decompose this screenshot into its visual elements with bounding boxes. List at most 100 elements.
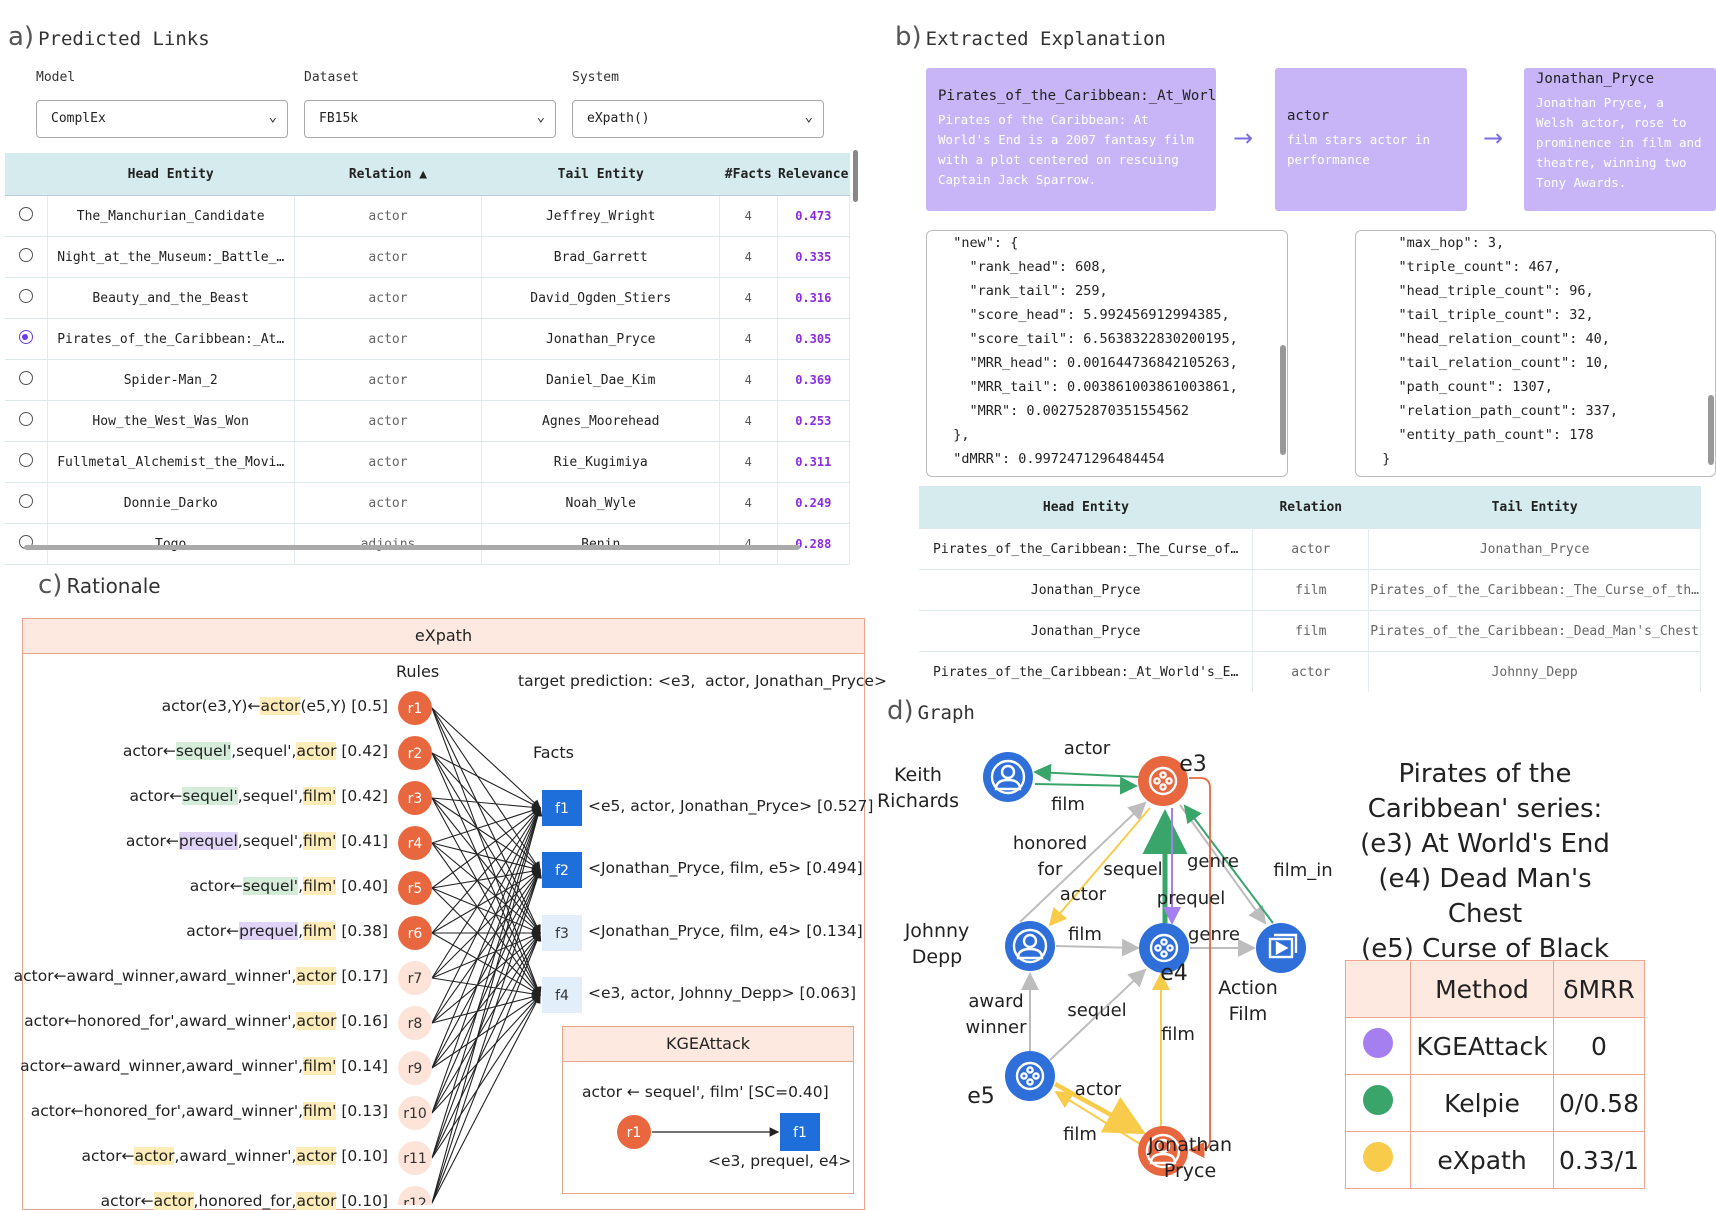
radio-button[interactable] bbox=[18, 289, 33, 303]
rule-node[interactable] bbox=[398, 691, 432, 725]
rule-text-part: [0.42] bbox=[336, 742, 388, 760]
table-row[interactable]: Night_at_the_Museum:_Battle_… actor Brad_G… bbox=[5, 236, 850, 278]
radio-button[interactable] bbox=[18, 248, 33, 262]
fact-text: <e5, actor, Jonathan_Pryce> [0.527] bbox=[588, 797, 874, 815]
table-row[interactable]: Jonathan_Pryce film Pirates_of_the_Caribbe… bbox=[919, 610, 1701, 652]
row-select-radio[interactable] bbox=[5, 482, 48, 524]
radio-button[interactable] bbox=[18, 453, 33, 467]
dataset-select[interactable]: FB15k ⌄ bbox=[304, 100, 556, 138]
radio-button[interactable] bbox=[18, 494, 33, 508]
table-row[interactable]: Pirates_of_the_Caribbean:_At… actor Jonath… bbox=[5, 318, 850, 360]
radio-button[interactable] bbox=[18, 330, 33, 344]
graph-node-e5[interactable] bbox=[1005, 1051, 1055, 1101]
radio-button[interactable] bbox=[18, 207, 33, 221]
row-select-radio[interactable] bbox=[5, 195, 48, 237]
rule-fact-edge bbox=[431, 807, 541, 1024]
rule-node[interactable] bbox=[398, 1096, 432, 1130]
col-relevance[interactable]: Relevance bbox=[777, 153, 850, 196]
head-entity-cell: Togo bbox=[47, 523, 295, 565]
radio-button[interactable] bbox=[18, 371, 33, 385]
radio-button[interactable] bbox=[18, 412, 33, 426]
row-select-radio[interactable] bbox=[5, 359, 48, 401]
col-facts[interactable]: #Facts bbox=[719, 153, 777, 196]
rationale-graph: r1 r2 r3 r4 r5 r6 r7 r8 r9 r10 r11 r12 f1 f2 f3 f4 r1 f1 bbox=[398, 691, 820, 1205]
col-head-entity[interactable]: Head Entity bbox=[47, 153, 295, 196]
table-row[interactable]: Donnie_Darko actor Noah_Wyle 4 0.249 bbox=[5, 482, 850, 524]
row-select-radio[interactable] bbox=[5, 400, 48, 442]
row-select-radio[interactable] bbox=[5, 277, 48, 319]
rule-fact-edge bbox=[431, 707, 541, 809]
film-reel-icon bbox=[1148, 766, 1178, 796]
table-row[interactable]: Spider-Man_2 actor Daniel_Dae_Kim 4 0.369 bbox=[5, 359, 850, 401]
graph-node-jonathan[interactable] bbox=[1138, 1126, 1188, 1176]
rule-id: r6 bbox=[408, 926, 423, 942]
table-row[interactable]: The_Manchurian_Candidate actor Jeffrey_Wri… bbox=[5, 195, 850, 237]
json-line: "head_relation_count": 40, bbox=[1366, 331, 1610, 347]
tail-entity-cell: Brad_Garrett bbox=[481, 236, 721, 278]
rule-text-part: actor bbox=[134, 1147, 175, 1165]
graph-node-action[interactable] bbox=[1256, 923, 1306, 973]
kge-rule-node[interactable] bbox=[617, 1115, 651, 1149]
rule-fact-edge bbox=[431, 994, 541, 1159]
row-select-radio[interactable] bbox=[5, 318, 48, 360]
graph-node-johnny[interactable] bbox=[1005, 921, 1055, 971]
graph-edge bbox=[1054, 1090, 1141, 1145]
json-output-left[interactable]: "new": { "rank_head": 608, "rank_tail": … bbox=[926, 230, 1288, 477]
rule-node[interactable] bbox=[398, 1051, 432, 1085]
table-row[interactable]: Fullmetal_Alchemist_the_Movi… actor Rie_Ku… bbox=[5, 441, 850, 483]
row-select-radio[interactable] bbox=[5, 236, 48, 278]
json-line: "head_triple_count": 96, bbox=[1366, 283, 1594, 299]
rule-node[interactable] bbox=[398, 1141, 432, 1175]
rule-node[interactable] bbox=[398, 1006, 432, 1040]
rule-fact-edge bbox=[431, 752, 541, 809]
rule-node[interactable] bbox=[398, 916, 432, 950]
col-relation[interactable]: Relation ▲ bbox=[294, 153, 482, 196]
graph-node-e4[interactable] bbox=[1139, 923, 1189, 973]
fact-node[interactable] bbox=[542, 852, 582, 888]
col-tail-entity[interactable]: Tail Entity bbox=[481, 153, 720, 196]
system-select[interactable]: eXpath() ⌄ bbox=[572, 100, 824, 138]
kge-fact-node[interactable] bbox=[780, 1113, 820, 1151]
rule-text: actor←prequel,sequel',film' [0.41] bbox=[126, 832, 388, 850]
person-icon bbox=[1145, 1133, 1181, 1169]
table-row[interactable]: Pirates_of_the_Caribbean:_The_Curse_of… a… bbox=[919, 528, 1701, 570]
vertical-scrollbar[interactable] bbox=[853, 150, 858, 202]
fact-node[interactable] bbox=[542, 977, 582, 1013]
arrow-icon: → bbox=[1233, 124, 1254, 152]
head-entity-cell: The_Manchurian_Candidate bbox=[47, 195, 295, 237]
table-row[interactable]: Beauty_and_the_Beast actor David_Ogden_Sti… bbox=[5, 277, 850, 319]
json-output-right[interactable]: "max_hop": 3, "triple_count": 467, "head… bbox=[1355, 230, 1716, 477]
table-row[interactable]: Pirates_of_the_Caribbean:_At_World's_E… a… bbox=[919, 651, 1701, 692]
graph-node-keith[interactable] bbox=[983, 752, 1033, 802]
legend-header-dmrr: δMRR bbox=[1553, 960, 1645, 1018]
json-line: "new": { bbox=[937, 235, 1019, 251]
rule-node[interactable] bbox=[398, 961, 432, 995]
json-left-scrollbar[interactable] bbox=[1280, 345, 1286, 455]
rule-node[interactable] bbox=[398, 871, 432, 905]
json-right-scrollbar[interactable] bbox=[1708, 395, 1714, 465]
table-row[interactable]: How_the_West_Was_Won actor Agnes_Moorehead… bbox=[5, 400, 850, 442]
model-select[interactable]: ComplEx ⌄ bbox=[36, 100, 288, 138]
col-relation[interactable]: Relation bbox=[1252, 486, 1369, 529]
graph-node-e3[interactable] bbox=[1138, 756, 1188, 806]
json-line: "MRR_tail": 0.003861003861003861, bbox=[937, 379, 1238, 395]
fact-node[interactable] bbox=[542, 915, 582, 951]
graph-node-label: Johnny Depp bbox=[904, 920, 970, 968]
col-head-entity[interactable]: Head Entity bbox=[919, 486, 1253, 529]
table-row[interactable]: Jonathan_Pryce film Pirates_of_the_Caribbe… bbox=[919, 569, 1701, 611]
head-entity-cell: Jonathan_Pryce bbox=[919, 610, 1254, 652]
horizontal-scrollbar[interactable] bbox=[24, 545, 800, 550]
rule-node[interactable] bbox=[398, 1186, 432, 1205]
fact-id: f4 bbox=[555, 988, 569, 1004]
chevron-down-icon: ⌄ bbox=[804, 109, 813, 125]
person-icon bbox=[990, 759, 1026, 795]
row-select-radio[interactable] bbox=[5, 441, 48, 483]
table-row[interactable]: Togo adjoins Benin 4 0.288 bbox=[5, 523, 850, 565]
graph-edge-label: award winner bbox=[965, 991, 1027, 1038]
col-tail-entity[interactable]: Tail Entity bbox=[1368, 486, 1701, 529]
rule-node[interactable] bbox=[398, 826, 432, 860]
rule-node[interactable] bbox=[398, 781, 432, 815]
rule-fact-edge bbox=[431, 931, 542, 1204]
fact-node[interactable] bbox=[542, 790, 582, 826]
rule-node[interactable] bbox=[398, 736, 432, 770]
